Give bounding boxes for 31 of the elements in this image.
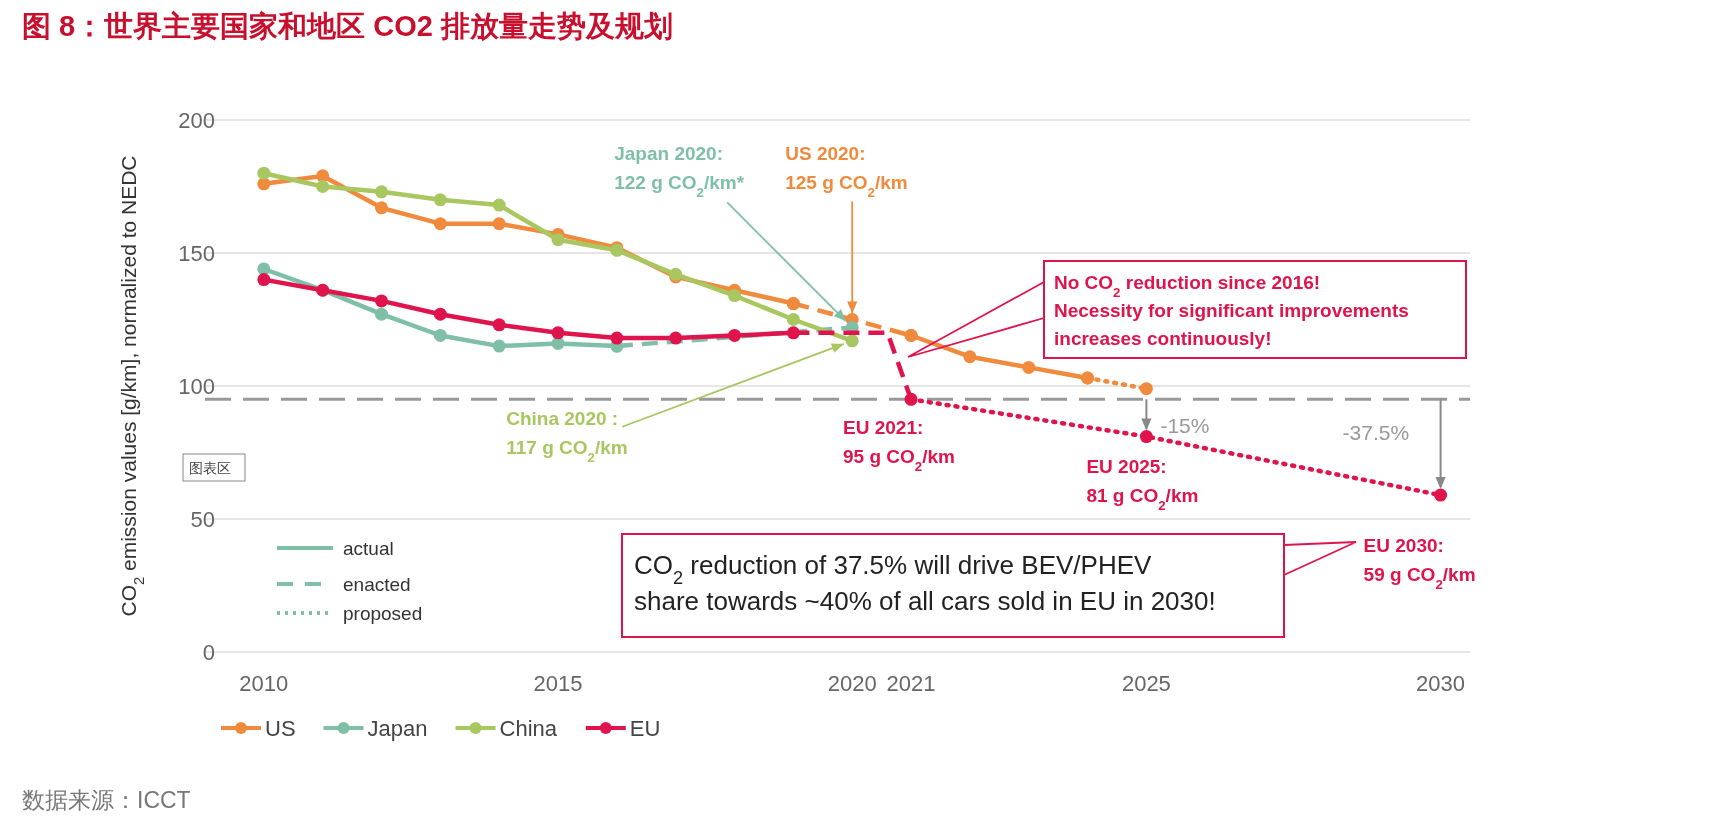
annotation: -15% [1160, 413, 1210, 437]
legend-label: EU [629, 716, 661, 741]
annotation: EU 2030: 59 g CO$_{2}$/km [1363, 535, 1476, 592]
x-tick-label: 2021 [886, 671, 936, 696]
chart-title: 图 8：世界主要国家和地区 CO2 排放量走势及规划 [22, 10, 673, 42]
source-note: 数据来源：ICCT [22, 787, 191, 813]
annotation: CO$_{2}$ reduction of 37.5% will drive BEV/PHEV share towards ~40% of all cars sold in EU in 2030! [634, 550, 1216, 616]
annotation: China 2020 : 117 g CO$_{2}$/km [506, 407, 628, 465]
legend-label: China [499, 716, 558, 741]
annotation: Japan 2020: 122 g CO$_{2}$/km* [614, 143, 745, 200]
annotation: 图表区 [189, 460, 231, 476]
annotation: actual [343, 538, 394, 559]
legend-label: US [265, 716, 296, 741]
annotation: -37.5% [1342, 421, 1410, 445]
y-tick-label: 100 [178, 374, 215, 399]
x-tick-label: 2015 [533, 671, 583, 696]
x-tick-label: 2020 [827, 671, 877, 696]
legend-label: Japan [367, 716, 428, 741]
y-tick-label: 150 [178, 241, 215, 266]
x-tick-label: 2010 [239, 671, 289, 696]
annotation: EU 2021: 95 g CO$_{2}$/km [843, 417, 956, 474]
annotation: US 2020: 125 g CO$_{2}$/km [785, 142, 908, 199]
annotation: EU 2025: 81 g CO$_{2}$/km [1086, 455, 1199, 513]
annotation: enacted [343, 574, 411, 595]
y-tick-label: 50 [190, 507, 215, 532]
y-tick-label: 200 [178, 108, 215, 133]
x-tick-label: 2025 [1121, 671, 1171, 696]
y-tick-label: 0 [202, 640, 215, 665]
annotation: proposed [343, 603, 423, 624]
x-tick-label: 2030 [1416, 671, 1466, 696]
annotation: No CO$_{2}$ reduction since 2016! Necessity for significant improvements increases continuously! [1054, 272, 1409, 349]
